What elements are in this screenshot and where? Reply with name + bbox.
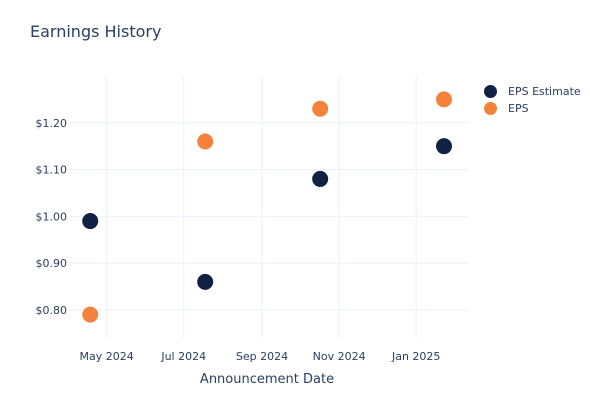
legend-label: EPS — [508, 101, 529, 115]
eps-point[interactable] — [312, 100, 329, 117]
x-axis-title: Announcement Date — [200, 372, 334, 387]
x-tick-label: Nov 2024 — [313, 350, 366, 363]
chart-title: Earnings History — [30, 22, 162, 41]
y-axis-ticks: $0.80 $0.90 $1.00 $1.10 $1.20 — [36, 117, 68, 317]
eps-estimate-point[interactable] — [197, 273, 214, 290]
legend-item-eps[interactable]: EPS — [484, 100, 581, 116]
legend[interactable]: EPS Estimate EPS — [484, 83, 581, 117]
y-tick-label: $0.90 — [36, 257, 68, 270]
eps-estimate-point[interactable] — [435, 138, 452, 155]
x-tick-label: Sep 2024 — [236, 350, 288, 363]
eps-point[interactable] — [435, 91, 452, 108]
eps-estimate-point[interactable] — [312, 170, 329, 187]
data-points — [82, 91, 452, 323]
legend-item-eps-estimate[interactable]: EPS Estimate — [484, 83, 581, 99]
x-tick-label: May 2024 — [80, 350, 134, 363]
y-tick-label: $1.20 — [36, 117, 68, 130]
x-tick-label: Jan 2025 — [391, 350, 440, 363]
y-tick-label: $0.80 — [36, 304, 68, 317]
legend-label: EPS Estimate — [508, 84, 581, 98]
y-tick-label: $1.00 — [36, 210, 68, 223]
x-axis-ticks: May 2024 Jul 2024 Sep 2024 Nov 2024 Jan 2025 — [80, 350, 441, 363]
x-tick-label: Jul 2024 — [160, 350, 206, 363]
eps-estimate-point[interactable] — [82, 213, 99, 230]
legend-swatch-icon — [484, 84, 497, 98]
gridlines — [70, 76, 468, 338]
eps-point[interactable] — [82, 306, 99, 323]
y-tick-label: $1.10 — [36, 164, 68, 177]
legend-swatch-icon — [484, 101, 497, 115]
eps-point[interactable] — [197, 133, 214, 150]
